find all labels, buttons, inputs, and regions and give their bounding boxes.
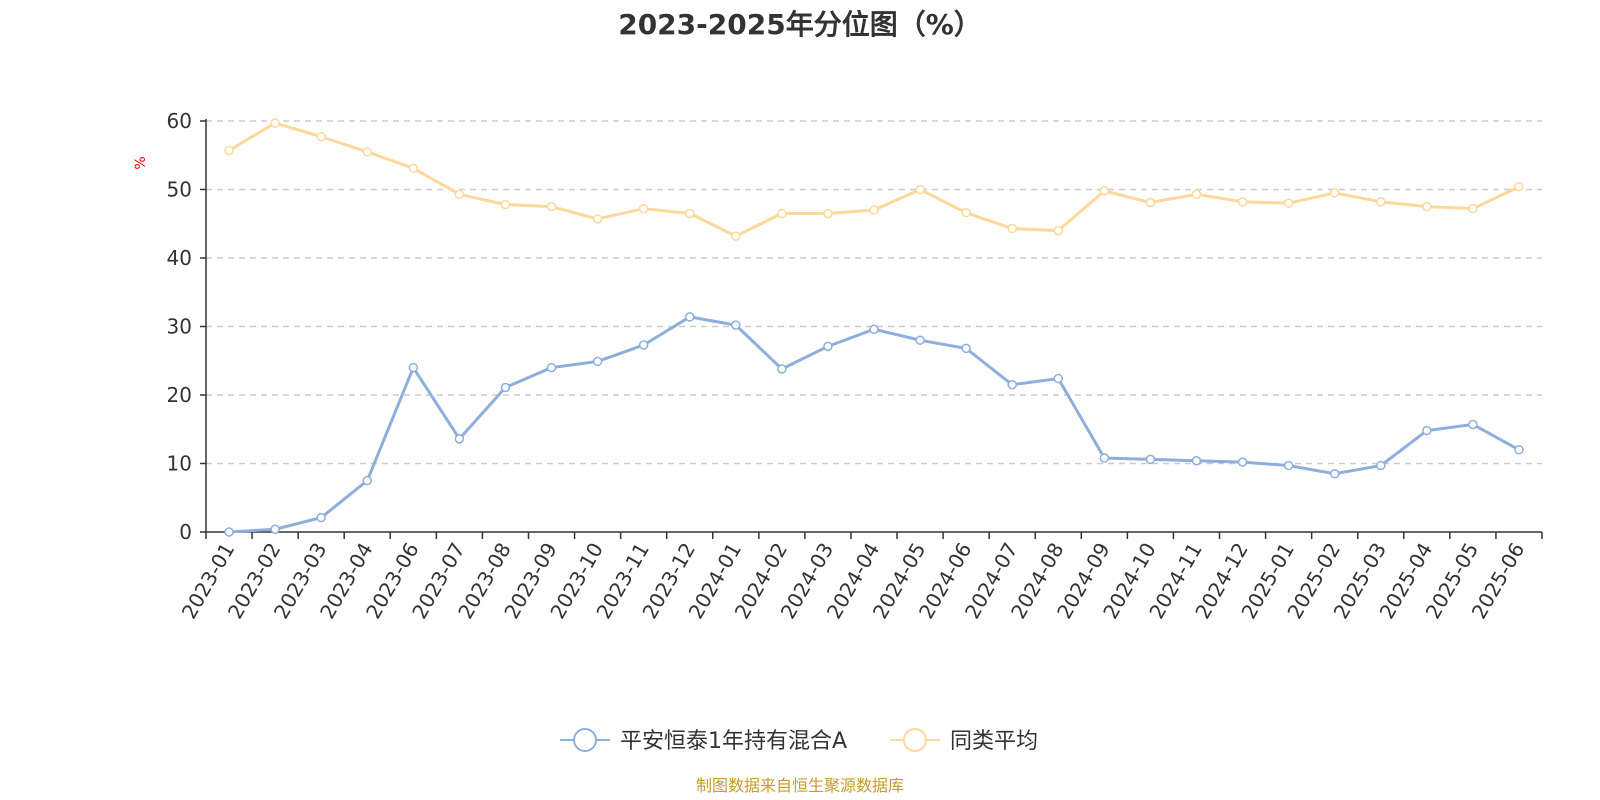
- data-point: [592, 214, 603, 224]
- series-line: [228, 315, 1520, 534]
- y-tick-label: 30: [167, 315, 192, 339]
- data-point: [777, 364, 787, 374]
- data-point: [316, 512, 326, 523]
- series-layer: [224, 118, 1524, 537]
- data-point: [1376, 197, 1386, 207]
- legend-label: 平安恒泰1年持有混合A: [620, 729, 847, 754]
- data-point: [1191, 189, 1202, 200]
- data-point: [869, 324, 879, 334]
- data-point: [1053, 225, 1064, 236]
- data-point: [1422, 425, 1432, 436]
- y-tick-label: 50: [167, 178, 192, 202]
- data-point: [961, 208, 971, 218]
- data-point: [454, 434, 465, 444]
- data-point: [1422, 201, 1432, 212]
- data-point: [224, 527, 234, 537]
- data-point: [638, 340, 649, 350]
- y-tick-label: 20: [167, 383, 192, 407]
- legend-marker-icon: [903, 728, 927, 752]
- data-point: [1191, 456, 1202, 466]
- data-point: [961, 343, 971, 354]
- axes: 01020304050602023-012023-022023-032023-0…: [167, 109, 1543, 623]
- data-point: [1329, 188, 1340, 198]
- data-point: [731, 231, 741, 241]
- data-point: [1468, 419, 1478, 430]
- legend-item: 平安恒泰1年持有混合A: [560, 728, 847, 754]
- data-point: [869, 205, 879, 215]
- data-point: [777, 208, 787, 219]
- data-point: [1007, 223, 1017, 234]
- legend-item: 同类平均: [890, 728, 1038, 754]
- data-point: [1329, 469, 1340, 479]
- grid-lines: [206, 120, 1542, 465]
- data-point: [1283, 460, 1294, 471]
- data-point: [454, 189, 465, 200]
- data-point: [1007, 379, 1017, 390]
- data-point: [915, 184, 925, 195]
- series-line: [228, 121, 1520, 238]
- data-point: [592, 356, 603, 367]
- data-point: [408, 362, 419, 373]
- data-point: [1099, 186, 1110, 196]
- data-point: [1514, 182, 1524, 192]
- data-point: [224, 145, 234, 156]
- data-point: [1053, 373, 1064, 384]
- data-point: [684, 208, 695, 219]
- data-point: [1237, 457, 1248, 467]
- y-tick-label: 0: [179, 520, 192, 544]
- data-point: [638, 203, 649, 214]
- data-point: [408, 163, 419, 174]
- data-point: [1145, 197, 1156, 208]
- data-point: [270, 118, 280, 128]
- legend-marker-icon: [573, 728, 597, 752]
- data-point: [362, 147, 372, 157]
- data-point: [546, 362, 557, 373]
- data-point: [546, 201, 557, 212]
- data-point: [1468, 203, 1478, 214]
- data-point: [270, 524, 280, 535]
- data-source-note: 制图数据来自恒生聚源数据库: [696, 776, 904, 795]
- data-point: [316, 132, 326, 142]
- data-point: [1237, 197, 1248, 207]
- series-group: [224, 118, 1524, 241]
- data-point: [500, 199, 511, 210]
- data-point: [1514, 445, 1524, 455]
- y-tick-label: 10: [167, 452, 192, 476]
- y-tick-label: 60: [167, 109, 192, 133]
- data-point: [1099, 453, 1110, 463]
- data-point: [500, 382, 511, 393]
- y-axis-unit-label: %: [133, 156, 149, 169]
- series-group: [224, 312, 1524, 537]
- legend: 平安恒泰1年持有混合A 同类平均: [560, 728, 1038, 754]
- data-point: [915, 335, 925, 345]
- data-point: [823, 341, 833, 352]
- data-point: [1283, 198, 1294, 208]
- data-point: [684, 312, 695, 322]
- data-point: [823, 208, 833, 219]
- data-point: [1145, 454, 1156, 465]
- data-point: [731, 320, 741, 330]
- data-point: [1376, 460, 1386, 471]
- y-tick-label: 40: [167, 246, 192, 270]
- chart-title: 2023-2025年分位图（%）: [618, 8, 982, 41]
- legend-label: 同类平均: [950, 729, 1038, 754]
- data-point: [362, 475, 372, 486]
